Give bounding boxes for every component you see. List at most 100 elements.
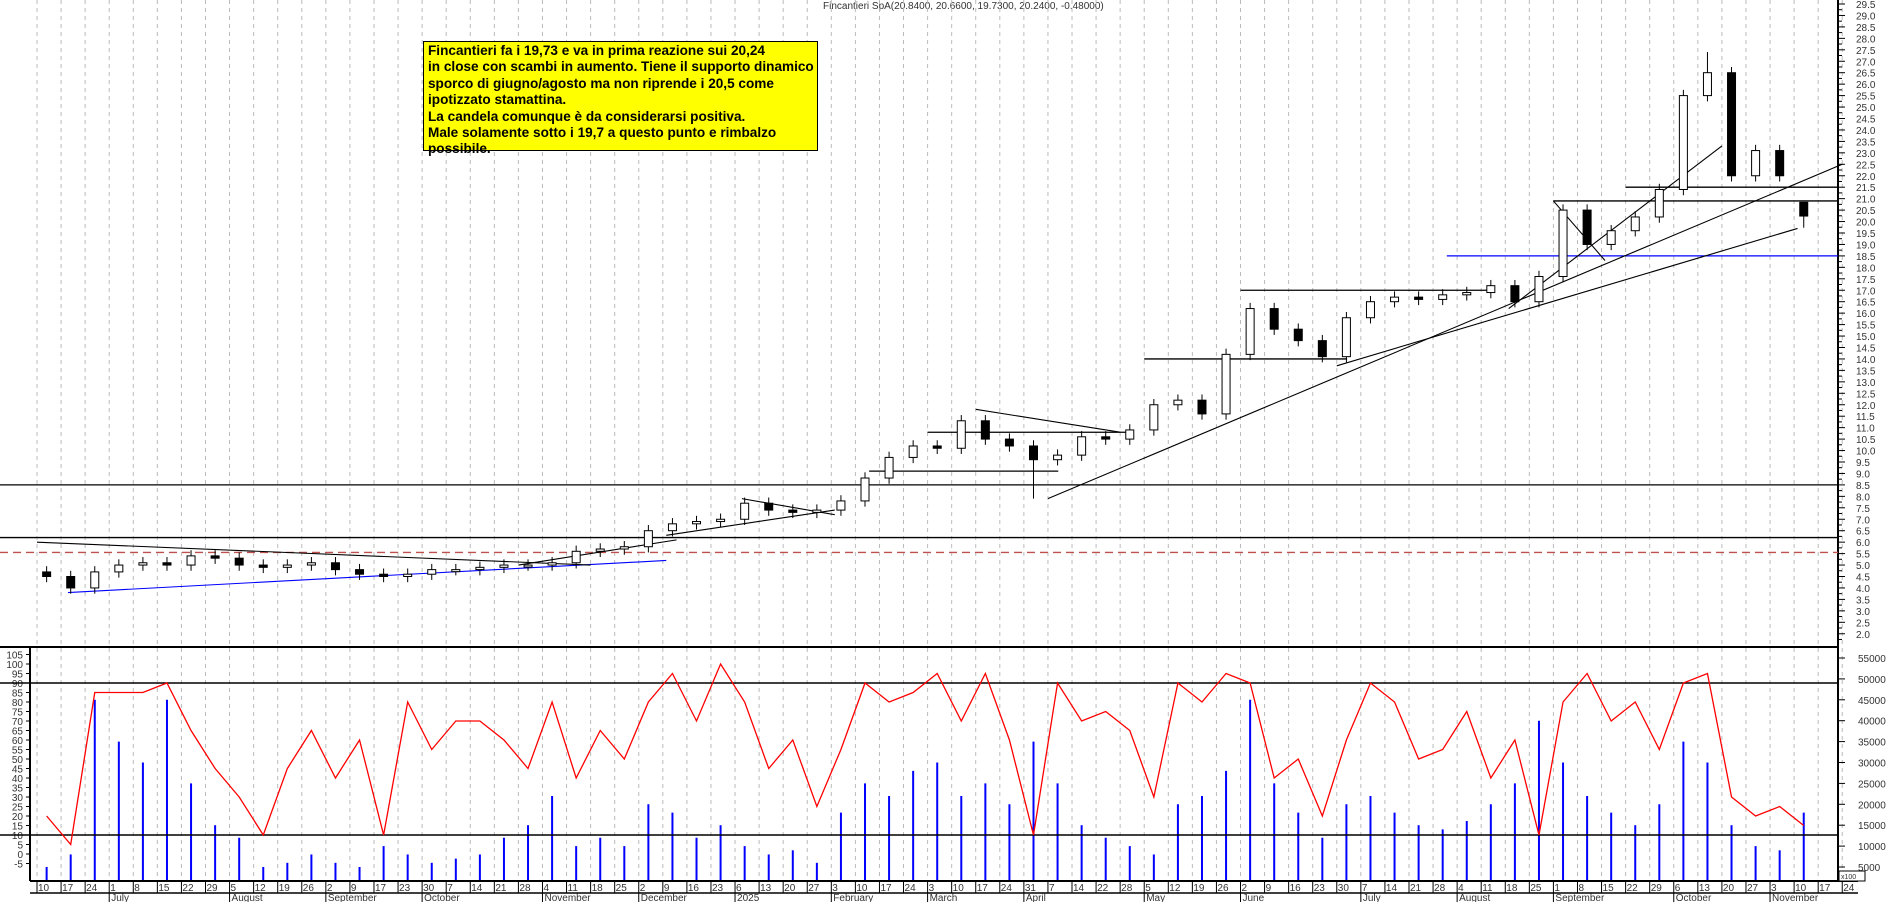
price-tick-label: 12.5 bbox=[1856, 389, 1876, 400]
price-tick-label: 12.0 bbox=[1856, 401, 1876, 412]
price-tick-label: 3.0 bbox=[1856, 607, 1870, 618]
x-tick-label: 15 bbox=[158, 883, 170, 894]
trendline bbox=[36, 541, 591, 566]
candle-body bbox=[427, 569, 437, 575]
candle-body bbox=[1365, 301, 1375, 319]
month-label: May bbox=[1146, 893, 1165, 902]
candle-body bbox=[1197, 399, 1207, 415]
candle-body bbox=[860, 477, 870, 502]
candle-body bbox=[1245, 308, 1255, 355]
oscillator-tick-label: 10 bbox=[12, 831, 24, 842]
x-tick-label: 26 bbox=[1217, 883, 1229, 894]
candle-body bbox=[1077, 436, 1087, 456]
x-tick-label: 9 bbox=[1266, 883, 1272, 894]
month-label: July bbox=[111, 893, 129, 902]
oscillator-tick-label: 85 bbox=[12, 689, 24, 700]
price-tick-label: 11.0 bbox=[1856, 424, 1875, 435]
candle-body bbox=[836, 500, 846, 511]
x-tick-label: 18 bbox=[592, 883, 604, 894]
candle-body bbox=[980, 420, 990, 440]
candle-body bbox=[1149, 404, 1159, 431]
x-tick-label: 26 bbox=[303, 883, 315, 894]
x-tick-label: 16 bbox=[1290, 883, 1302, 894]
volume-tick-label: 15000 bbox=[1858, 821, 1886, 832]
volume-tick-label: 40000 bbox=[1858, 717, 1886, 728]
note-line: Male solamente sotto i 19,7 a questo pun… bbox=[428, 125, 777, 141]
month-label: October bbox=[1676, 893, 1712, 902]
note-line: La candela comunque è da considerarsi po… bbox=[428, 108, 746, 124]
volume-tick-label: 10000 bbox=[1858, 842, 1886, 853]
price-tick-label: 26.5 bbox=[1856, 69, 1876, 80]
price-tick-label: 2.0 bbox=[1856, 630, 1870, 641]
x-tick-label: 5 bbox=[1145, 883, 1151, 894]
candle-body bbox=[692, 521, 702, 525]
month-label: October bbox=[424, 893, 460, 902]
candle-body bbox=[1438, 294, 1448, 300]
trendline bbox=[666, 509, 835, 536]
candle-body bbox=[1390, 296, 1400, 303]
x-tick-label: 2 bbox=[1242, 883, 1248, 894]
oscillator-tick-label: 35 bbox=[12, 784, 24, 795]
price-tick-label: 29.5 bbox=[1856, 0, 1876, 11]
candle-body bbox=[138, 562, 148, 566]
candle-body bbox=[330, 562, 340, 571]
x-tick-label: 8 bbox=[1578, 883, 1584, 894]
price-tick-label: 10.5 bbox=[1856, 435, 1876, 446]
x-tick-label: 30 bbox=[1338, 883, 1350, 894]
x-tick-label: 24 bbox=[1843, 883, 1855, 894]
volume-unit-label: x100 bbox=[1841, 874, 1856, 881]
candle-body bbox=[1053, 454, 1063, 461]
month-label: February bbox=[833, 893, 873, 902]
x-tick-label: 5 bbox=[231, 883, 237, 894]
note-line: possibile. bbox=[428, 141, 491, 157]
candle-body bbox=[547, 562, 557, 566]
x-tick-label: 30 bbox=[423, 883, 435, 894]
x-tick-label: 7 bbox=[447, 883, 453, 894]
x-tick-label: 25 bbox=[616, 883, 628, 894]
x-tick-label: 3 bbox=[929, 883, 935, 894]
x-tick-label: 3 bbox=[832, 883, 838, 894]
oscillator-tick-label: -5 bbox=[14, 860, 23, 871]
month-label: August bbox=[232, 893, 263, 902]
candle-body bbox=[1414, 296, 1424, 300]
candle-body bbox=[499, 564, 509, 568]
x-tick-label: 28 bbox=[1434, 883, 1446, 894]
price-tick-label: 7.5 bbox=[1856, 504, 1870, 515]
candle-body bbox=[186, 555, 196, 566]
oscillator-tick-label: 105 bbox=[6, 651, 23, 662]
x-tick-label: 17 bbox=[62, 883, 74, 894]
price-tick-label: 10.0 bbox=[1856, 447, 1876, 458]
x-tick-label: 27 bbox=[1747, 883, 1759, 894]
x-tick-label: 1 bbox=[110, 883, 116, 894]
candle-body bbox=[210, 555, 220, 559]
month-label: November bbox=[544, 893, 591, 902]
candle-body bbox=[788, 509, 798, 513]
candle-body bbox=[1678, 95, 1688, 190]
candle-body bbox=[595, 548, 605, 552]
price-tick-label: 27.0 bbox=[1856, 57, 1876, 68]
price-tick-label: 22.0 bbox=[1856, 172, 1876, 183]
x-tick-label: 23 bbox=[712, 883, 724, 894]
price-tick-label: 22.5 bbox=[1856, 160, 1876, 171]
price-tick-label: 4.0 bbox=[1856, 584, 1870, 595]
note-line: ipotizzato stamattina. bbox=[428, 92, 567, 108]
price-tick-label: 7.0 bbox=[1856, 515, 1870, 526]
volume-tick-label: 25000 bbox=[1858, 779, 1886, 790]
price-tick-label: 3.5 bbox=[1856, 595, 1870, 606]
price-tick-label: 23.0 bbox=[1856, 149, 1876, 160]
x-tick-label: 1 bbox=[1554, 883, 1560, 894]
price-tick-label: 16.5 bbox=[1856, 298, 1876, 309]
x-tick-label: 11 bbox=[1482, 883, 1493, 894]
x-tick-label: 22 bbox=[1627, 883, 1639, 894]
volume-tick-label: 45000 bbox=[1858, 696, 1886, 707]
candle-body bbox=[1606, 230, 1616, 245]
month-label: September bbox=[1555, 893, 1605, 902]
x-tick-label: 4 bbox=[543, 883, 549, 894]
volume-tick-label: 55000 bbox=[1858, 654, 1886, 665]
price-tick-label: 8.0 bbox=[1856, 492, 1870, 503]
oscillator-line bbox=[46, 662, 1805, 847]
candle-body bbox=[1775, 150, 1785, 177]
trendline bbox=[67, 559, 667, 594]
price-tick-label: 9.5 bbox=[1856, 458, 1870, 469]
candle-body bbox=[162, 562, 172, 566]
